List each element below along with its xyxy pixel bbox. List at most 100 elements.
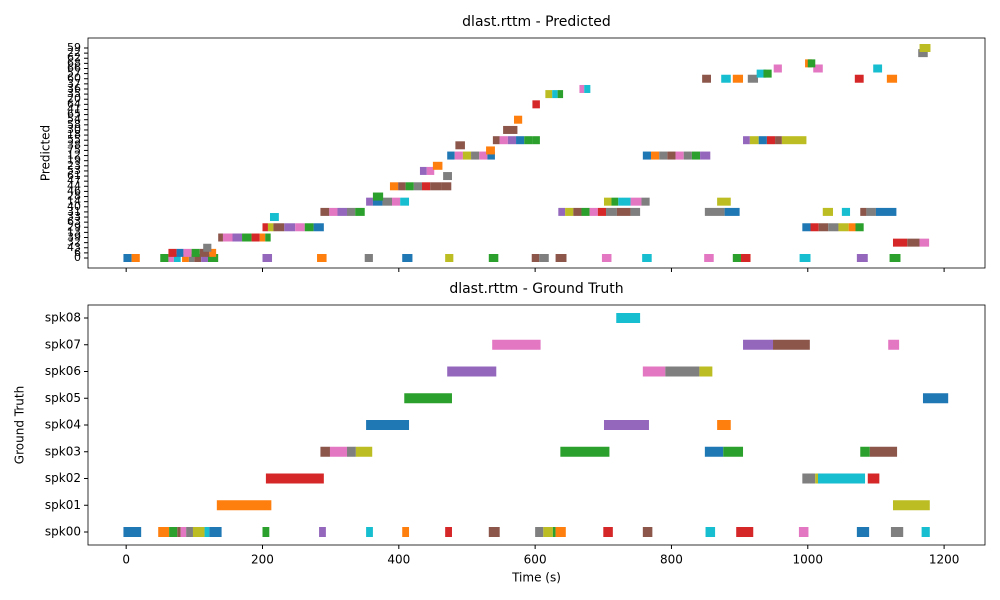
segment bbox=[131, 254, 140, 262]
segment bbox=[259, 233, 266, 242]
segment bbox=[176, 248, 184, 257]
segment bbox=[841, 207, 851, 216]
y-tick-label: 60 bbox=[67, 72, 81, 85]
segment bbox=[555, 254, 567, 262]
y-tick-label: 32 bbox=[67, 236, 81, 249]
segment bbox=[347, 207, 356, 216]
segment bbox=[168, 248, 177, 257]
segment bbox=[516, 136, 525, 145]
segment bbox=[855, 223, 864, 232]
segment bbox=[209, 248, 217, 257]
segment bbox=[507, 136, 517, 145]
segment bbox=[531, 254, 540, 262]
segment bbox=[560, 446, 610, 457]
segment bbox=[866, 207, 876, 216]
y-tick-label: spk06 bbox=[45, 364, 81, 378]
segment bbox=[123, 254, 132, 262]
y-tick-label: 40 bbox=[67, 200, 81, 213]
y-tick-label: 41 bbox=[67, 102, 81, 115]
segment bbox=[818, 223, 829, 232]
segment bbox=[766, 136, 776, 145]
segment bbox=[251, 233, 260, 242]
segment bbox=[492, 136, 500, 145]
segment bbox=[188, 254, 195, 262]
segment bbox=[454, 151, 463, 160]
segment bbox=[218, 233, 223, 242]
y-tick-label: 37 bbox=[67, 77, 81, 90]
y-tick-label: 58 bbox=[67, 118, 81, 131]
segment bbox=[918, 49, 928, 58]
segment bbox=[372, 197, 383, 206]
y-tick-label: 13 bbox=[67, 225, 81, 238]
segment bbox=[740, 254, 751, 262]
segment bbox=[919, 44, 931, 52]
segment bbox=[447, 366, 497, 377]
segment bbox=[199, 248, 210, 257]
segment bbox=[611, 197, 619, 206]
segment bbox=[488, 254, 499, 262]
y-tick-label: spk03 bbox=[45, 444, 81, 458]
segment bbox=[838, 223, 849, 232]
y-tick-label: 39 bbox=[67, 231, 81, 244]
segment bbox=[723, 446, 744, 457]
y-tick-label: spk01 bbox=[45, 498, 81, 512]
segment bbox=[749, 136, 759, 145]
y-tick-label: 66 bbox=[67, 61, 81, 74]
segment bbox=[364, 254, 373, 262]
y-tick-label: 47 bbox=[67, 174, 81, 187]
segment bbox=[405, 182, 414, 191]
segment bbox=[304, 223, 314, 232]
segment bbox=[207, 254, 219, 262]
segment bbox=[854, 74, 864, 83]
y-tick-label: 0 bbox=[74, 251, 81, 264]
segment bbox=[462, 151, 472, 160]
segment bbox=[828, 223, 839, 232]
segment bbox=[543, 527, 553, 537]
y-axis-label: Predicted bbox=[39, 125, 53, 181]
y-tick-label: 29 bbox=[67, 220, 81, 233]
y-tick-label: 44 bbox=[67, 179, 81, 192]
y-tick-label: 57 bbox=[67, 67, 81, 80]
segment bbox=[773, 339, 810, 350]
segment bbox=[532, 100, 540, 109]
segment bbox=[642, 151, 652, 160]
segment bbox=[273, 223, 285, 232]
segment bbox=[702, 74, 711, 83]
segment bbox=[182, 254, 189, 262]
y-tick-label: 68 bbox=[67, 56, 81, 69]
y-tick-label: 12 bbox=[67, 149, 81, 162]
segment bbox=[704, 254, 714, 262]
segment bbox=[284, 223, 296, 232]
y-tick-label: 46 bbox=[67, 184, 81, 197]
segment bbox=[355, 446, 373, 457]
segment bbox=[781, 136, 807, 145]
segment bbox=[455, 141, 465, 150]
segment bbox=[818, 473, 866, 484]
segment bbox=[815, 473, 819, 484]
segment bbox=[337, 207, 348, 216]
segment bbox=[704, 207, 725, 216]
segment bbox=[216, 500, 272, 511]
segment bbox=[724, 207, 740, 216]
segment bbox=[430, 182, 442, 191]
segment bbox=[160, 254, 169, 262]
y-tick-label: 61 bbox=[67, 169, 81, 182]
segment bbox=[618, 197, 631, 206]
x-tick-label: 200 bbox=[251, 553, 274, 567]
segment bbox=[389, 182, 399, 191]
segment bbox=[799, 254, 811, 262]
segment bbox=[758, 136, 767, 145]
segment bbox=[732, 254, 741, 262]
segment bbox=[589, 207, 598, 216]
segment bbox=[532, 136, 540, 145]
segment bbox=[402, 527, 410, 537]
y-tick-label: 22 bbox=[67, 46, 81, 59]
segment bbox=[158, 527, 170, 537]
segment bbox=[545, 90, 553, 99]
segment bbox=[747, 74, 759, 83]
segment bbox=[798, 527, 809, 537]
segment bbox=[265, 233, 271, 242]
y-tick-label: spk04 bbox=[45, 418, 81, 432]
segment bbox=[683, 151, 692, 160]
